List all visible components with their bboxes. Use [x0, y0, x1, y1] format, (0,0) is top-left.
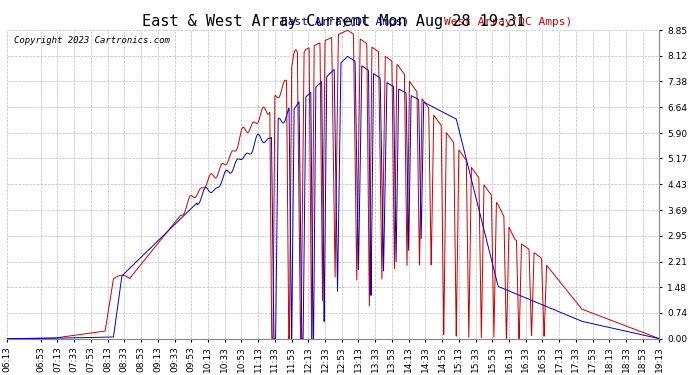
- Title: East & West Array Current Mon Aug 28 19:31: East & West Array Current Mon Aug 28 19:…: [141, 14, 525, 29]
- Text: West Array(DC Amps): West Array(DC Amps): [444, 17, 573, 27]
- Text: Copyright 2023 Cartronics.com: Copyright 2023 Cartronics.com: [14, 36, 170, 45]
- Text: East Array(DC Amps): East Array(DC Amps): [282, 17, 409, 27]
